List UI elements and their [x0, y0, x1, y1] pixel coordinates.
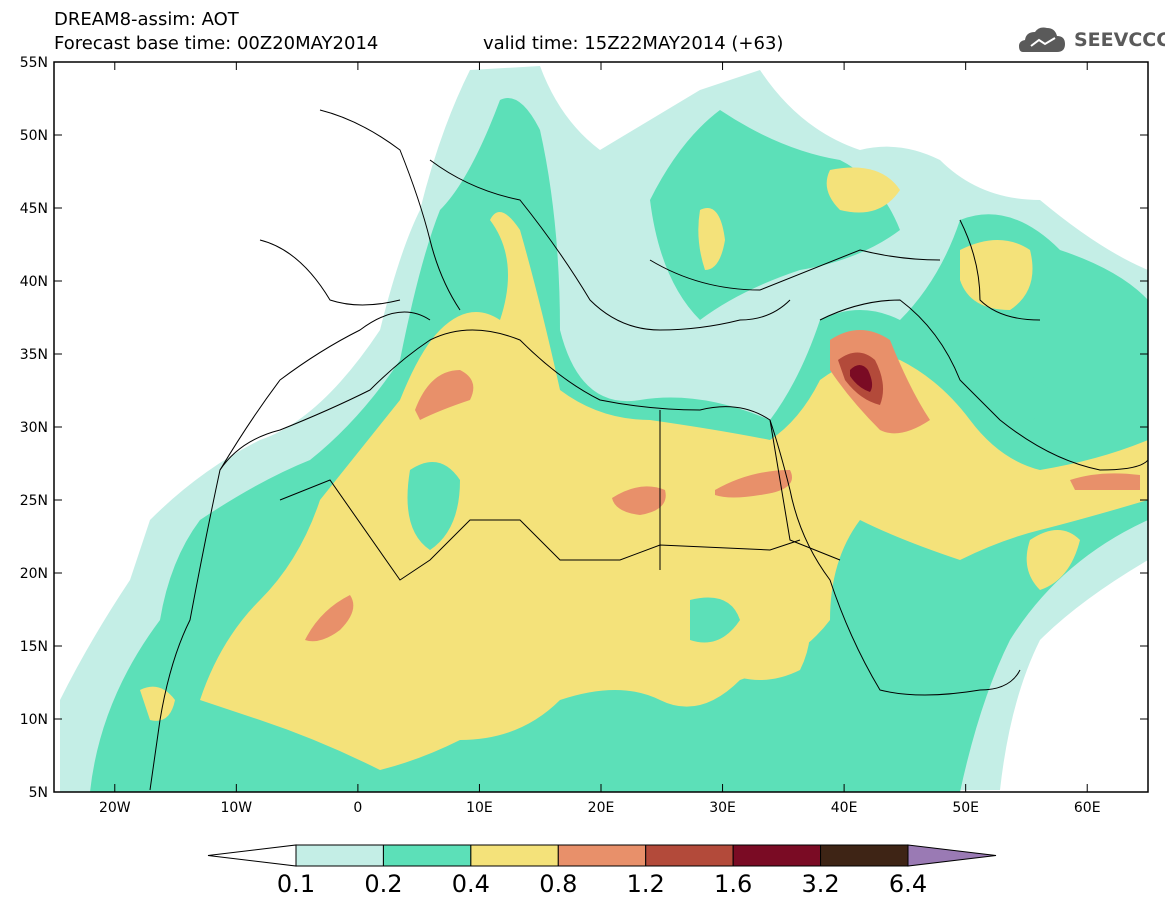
- colorbar-label: 1.6: [714, 870, 753, 898]
- colorbar-box: [820, 844, 909, 867]
- logo-text: SEEVCCC: [1074, 29, 1165, 51]
- colorbar-box: [295, 844, 384, 867]
- lat-tick-label: 40N: [20, 274, 48, 290]
- longitude-axis: 20W 10W 0 10E 20E 30E 40E 50E 60E: [99, 62, 1101, 816]
- colorbar-box: [470, 844, 559, 867]
- aot-field: [54, 62, 1148, 792]
- forecast-base-time: Forecast base time: 00Z20MAY2014: [54, 33, 379, 54]
- colorbar-box: [732, 844, 822, 867]
- lat-tick-label: 45N: [20, 201, 48, 217]
- latitude-axis: 5N 10N 15N 20N 25N 30N 35N 40N 45N 50N 55N: [20, 55, 1148, 801]
- colorbar-under-arrow: [207, 844, 297, 867]
- colorbar-box: [645, 844, 734, 867]
- lon-tick-label: 20E: [588, 800, 615, 816]
- colorbar: [207, 844, 997, 867]
- lat-tick-label: 50N: [20, 128, 48, 144]
- colorbar-label: 0.2: [364, 870, 403, 898]
- colorbar-label: 3.2: [801, 870, 840, 898]
- lon-tick-label: 20W: [99, 800, 131, 816]
- lon-tick-label: 50E: [952, 800, 979, 816]
- lat-tick-label: 10N: [20, 712, 48, 728]
- lon-tick-label: 10W: [220, 800, 252, 816]
- cloud-icon: [1019, 27, 1065, 52]
- lat-tick-label: 25N: [20, 493, 48, 509]
- lon-tick-label: 30E: [709, 800, 736, 816]
- lon-tick-label: 10E: [466, 800, 493, 816]
- lon-tick-label: 40E: [831, 800, 858, 816]
- colorbar-box: [382, 844, 472, 867]
- lon-tick-label: 60E: [1074, 800, 1101, 816]
- coastlines: [149, 109, 1148, 791]
- colorbar-label: 1.2: [626, 870, 665, 898]
- lat-tick-label: 30N: [20, 420, 48, 436]
- lat-tick-label: 55N: [20, 55, 48, 71]
- valid-time: valid time: 15Z22MAY2014 (+63): [483, 33, 784, 54]
- colorbar-label: 0.8: [539, 870, 578, 898]
- lat-tick-label: 5N: [29, 785, 48, 801]
- colorbar-over-arrow: [907, 844, 997, 867]
- colorbar-box: [557, 844, 647, 867]
- colorbar-label: 6.4: [888, 870, 928, 898]
- plot-title: DREAM8-assim: AOT: [54, 9, 239, 30]
- lat-tick-label: 35N: [20, 347, 48, 363]
- lat-tick-label: 20N: [20, 566, 48, 582]
- colorbar-label: 0.1: [276, 870, 316, 898]
- colorbar-label: 0.4: [451, 870, 490, 898]
- lon-tick-label: 0: [353, 800, 362, 816]
- lat-tick-label: 15N: [20, 639, 48, 655]
